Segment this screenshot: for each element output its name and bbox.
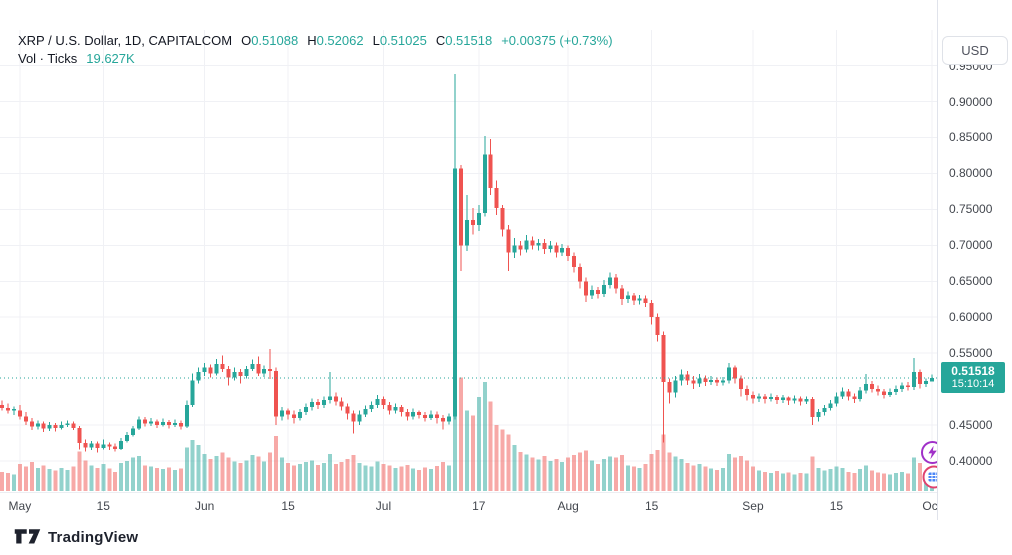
price-tick-label: 0.40000 — [949, 454, 993, 468]
low-label: L — [372, 33, 380, 48]
price-tick-label: 0.85000 — [949, 130, 993, 145]
volume-value: 19.627K — [86, 51, 135, 66]
time-tick-label: Sep — [742, 499, 764, 513]
last-price-time: 15:10:14 — [951, 378, 995, 391]
change-value: +0.00375 (+0.73%) — [501, 33, 613, 48]
price-tick-label: 0.65000 — [949, 274, 993, 289]
time-tick-label: May — [8, 499, 32, 513]
time-tick-label: 15 — [96, 499, 110, 513]
time-tick-label: 15 — [644, 499, 659, 513]
price-tick-label: 0.60000 — [949, 310, 993, 325]
time-tick-label: 15 — [281, 499, 295, 513]
tradingview-logo-icon — [14, 529, 41, 544]
tradingview-attribution[interactable]: TradingView — [14, 527, 138, 548]
price-tick-label: 0.80000 — [949, 166, 993, 181]
low-value: 0.51025 — [379, 33, 427, 48]
price-axis[interactable]: USD 0.95000 0.90000 0.85000 0.80000 0.75000 0… — [937, 0, 1012, 520]
symbol-title[interactable]: XRP / U.S. Dollar, 1D, CAPITALCOM — [18, 33, 233, 48]
currency-button[interactable]: USD — [942, 36, 1008, 65]
time-tick-label: Aug — [557, 499, 579, 513]
price-tick-label: 0.75000 — [949, 202, 993, 217]
chart-legend: XRP / U.S. Dollar, 1D, CAPITALCOM O0.5108… — [18, 33, 613, 66]
high-value: 0.52062 — [316, 33, 364, 48]
volume-label[interactable]: Vol · Ticks — [18, 51, 78, 66]
price-tick-label: 0.45000 — [949, 418, 993, 433]
open-value: 0.51088 — [251, 33, 299, 48]
last-price-value: 0.51518 — [951, 364, 995, 379]
last-price-badge: 0.51518 15:10:14 — [941, 362, 1005, 394]
price-tick-label: 0.90000 — [949, 94, 993, 109]
close-value: 0.51518 — [445, 33, 493, 48]
open-label: O — [241, 33, 252, 48]
close-label: C — [435, 33, 446, 48]
time-tick-label: Oct — [922, 499, 942, 513]
high-label: H — [307, 33, 317, 48]
price-tick-label: 0.55000 — [949, 346, 993, 361]
time-tick-label: 17 — [472, 499, 486, 513]
price-tick-label: 0.70000 — [949, 238, 993, 253]
tradingview-brand-text: TradingView — [48, 529, 139, 546]
time-tick-label: Jul — [375, 499, 392, 513]
time-tick-label: Jun — [194, 499, 215, 513]
time-tick-label: 15 — [829, 499, 844, 513]
